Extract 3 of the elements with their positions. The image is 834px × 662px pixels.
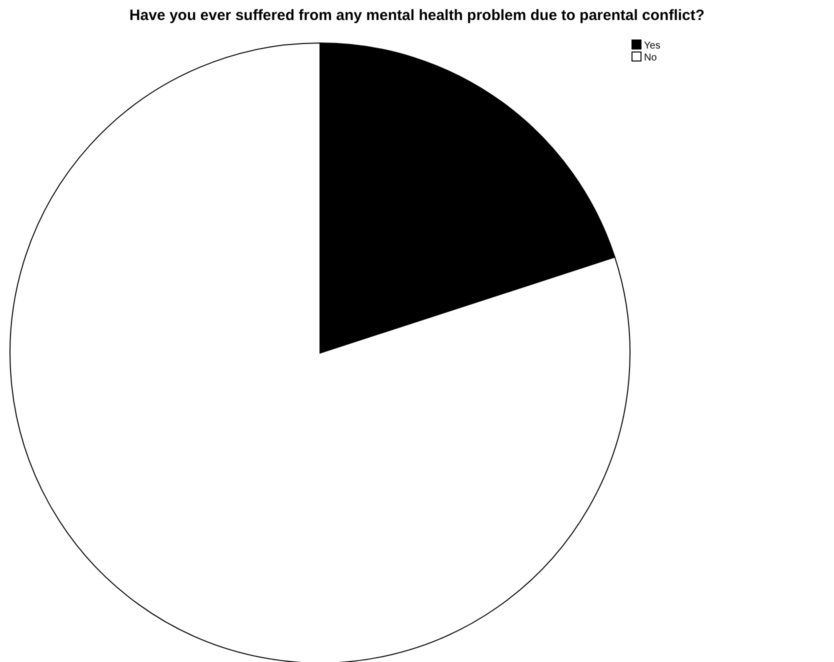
legend-label: No xyxy=(644,52,658,64)
chart-title: Have you ever suffered from any mental health problem due to parental conflict? xyxy=(129,7,705,24)
legend-label: Yes xyxy=(644,40,660,52)
